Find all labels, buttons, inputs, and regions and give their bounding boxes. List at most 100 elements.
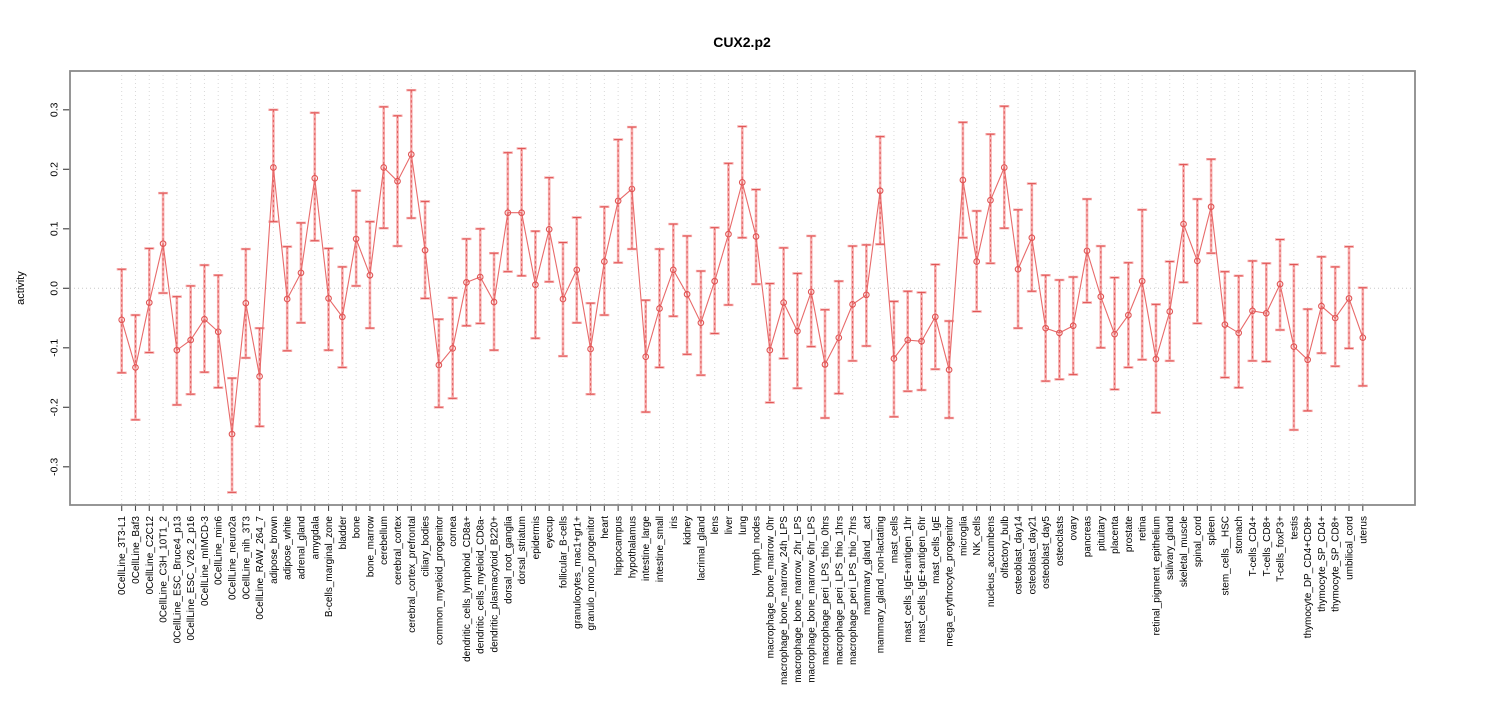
x-tick-label: testis	[1289, 516, 1300, 539]
x-tick-label: common_myeloid_progenitor	[434, 515, 445, 645]
data-point	[504, 209, 512, 217]
x-tick-label: mast_cells_IgE+antigen_6hr	[917, 515, 928, 642]
x-tick-label: 0CellLine_3T3-L1	[117, 516, 128, 595]
x-tick-label: dendritic_cells_lymphoid_CD8a+	[462, 516, 473, 662]
x-tick-label: dendritic_plasmacytoid_B220+	[490, 516, 501, 653]
data-point	[297, 269, 305, 277]
data-point	[270, 164, 277, 171]
x-tick-label: iris	[669, 516, 680, 529]
x-tick-label: pancreas	[1083, 516, 1094, 557]
data-point	[573, 266, 581, 274]
data-point	[904, 336, 912, 344]
x-tick-label: macrophage_bone_marrow_24h_LPS	[779, 516, 790, 685]
x-tick-label: microglia	[958, 516, 969, 556]
x-tick-label: ciliary_bodies	[421, 516, 432, 577]
x-tick-label: mast_cells_IgE	[931, 516, 942, 584]
x-tick-label: 0CellLine_C3H_10T1_2	[159, 516, 170, 623]
data-point	[959, 176, 967, 184]
x-tick-label: intestine_large	[641, 516, 652, 581]
x-tick-label: thymocyte_SP_CD8+	[1331, 516, 1342, 612]
data-point	[1235, 329, 1243, 337]
x-tick-label: lacrimal_gland	[696, 516, 707, 580]
data-point	[1000, 164, 1008, 171]
x-tick-label: lung	[738, 516, 749, 535]
x-tick-label: heart	[600, 516, 611, 539]
data-point	[159, 240, 167, 248]
data-point	[532, 281, 539, 289]
data-point	[614, 197, 622, 205]
data-point	[863, 291, 870, 299]
data-point	[173, 346, 181, 354]
data-point	[325, 295, 332, 302]
data-point	[283, 295, 291, 303]
y-tick-label: 0.2	[49, 162, 61, 177]
x-tick-label: bone_marrow	[365, 515, 376, 577]
data-point	[1221, 321, 1229, 328]
data-point	[407, 151, 415, 158]
data-point	[766, 346, 774, 354]
data-point	[1249, 307, 1256, 315]
x-tick-label: placenta	[1110, 516, 1121, 554]
data-point	[1138, 277, 1146, 285]
x-tick-label: cornea	[448, 516, 459, 547]
data-point	[366, 271, 374, 279]
x-tick-label: 0CellLine_neuro2a	[228, 516, 239, 600]
x-tick-label: bladder	[338, 515, 349, 549]
data-point	[780, 299, 787, 306]
data-point	[669, 266, 677, 274]
x-tick-label: T-cells_CD8+	[1262, 516, 1273, 576]
x-tick-label: 0CellLine_Baf3	[131, 516, 142, 584]
x-tick-label: osteoblast_day21	[1027, 516, 1038, 595]
x-tick-label: salivary_gland	[1165, 516, 1176, 580]
x-tick-label: 0CellLine_ESC_Bruce4_p13	[172, 516, 183, 644]
x-tick-label: eyecup	[545, 516, 556, 549]
data-point	[1331, 314, 1339, 322]
data-point	[1304, 356, 1311, 364]
data-point	[490, 298, 498, 306]
x-tick-label: thymocyte_DP_CD4+CD8+	[1303, 516, 1314, 638]
data-point	[683, 290, 691, 298]
y-tick-label: -0.3	[49, 458, 61, 476]
data-point	[807, 288, 815, 296]
data-point	[380, 164, 388, 171]
x-tick-label: mast_cells	[889, 516, 900, 563]
x-tick-label: 0CellLine_nih_3T3	[241, 516, 252, 600]
data-point	[518, 209, 525, 217]
x-tick-label: adipose_brown	[269, 516, 280, 584]
x-tick-label: 0CellLine_C2C12	[145, 516, 156, 595]
data-point	[1290, 343, 1298, 350]
x-tick-label: mammary_gland__act	[862, 516, 873, 615]
x-tick-label: hippocampus	[614, 516, 625, 575]
plot-border	[69, 70, 1416, 506]
data-point	[1166, 308, 1174, 315]
data-point	[435, 361, 443, 369]
x-tick-label: ovary	[1069, 516, 1080, 540]
x-tick-label: stomach	[1234, 516, 1245, 554]
data-point	[559, 295, 567, 303]
series-line-group	[121, 152, 1364, 435]
data-point	[118, 316, 126, 324]
x-tick-label: osteoblast_day5	[1041, 516, 1052, 589]
x-tick-label: adrenal_gland	[296, 516, 307, 579]
data-point	[1262, 309, 1270, 317]
data-point	[600, 258, 608, 265]
x-tick-label: dorsal_striatum	[517, 516, 528, 584]
data-point	[545, 226, 553, 233]
x-tick-label: osteoblast_day14	[1014, 516, 1025, 595]
chart-title: CUX2.p2	[713, 34, 771, 50]
x-tick-label: cerebral_cortex_prefrontal	[407, 516, 418, 633]
x-tick-label: follicular_B-cells	[558, 516, 569, 588]
data-point	[187, 336, 194, 344]
data-point	[1180, 220, 1187, 228]
x-tick-label: thymocyte_SP_CD4+	[1317, 516, 1328, 612]
x-tick-label: olfactory_bulb	[1000, 516, 1011, 579]
data-point	[132, 364, 139, 371]
x-tick-label: osteoclasts	[1055, 516, 1066, 566]
x-tick-label: stem_cells__HSC	[1220, 516, 1231, 595]
x-tick-label: dorsal_root_ganglia	[503, 516, 514, 604]
x-tick-label: cerebellum	[379, 516, 390, 565]
data-point	[201, 315, 208, 323]
y-tick-label: -0.2	[49, 398, 61, 416]
